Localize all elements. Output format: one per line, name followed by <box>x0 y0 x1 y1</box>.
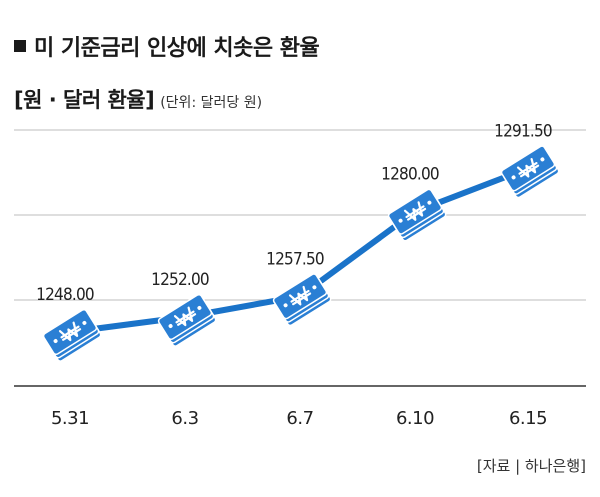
chart-subtitle: [원 · 달러 환율] <box>14 88 155 112</box>
unit-label: (단위: 달러당 원) <box>160 95 263 111</box>
data-label: 1291.50 <box>494 121 552 141</box>
x-tick-labels: 5.31 6.3 6.7 6.10 6.15 <box>51 408 548 429</box>
square-bullet-icon <box>14 40 26 52</box>
x-tick-label: 6.10 <box>396 408 434 429</box>
chart-title: 미 기준금리 인상에 치솟은 환율 <box>14 30 320 62</box>
data-label: 1280.00 <box>381 165 439 185</box>
source-note: [자료 | 하나은행] <box>476 457 586 475</box>
x-tick-label: 6.15 <box>509 408 547 429</box>
data-label-layer: 1248.00 1252.00 1257.50 1280.00 1291.50 <box>36 121 552 305</box>
data-label: 1252.00 <box>151 270 209 290</box>
data-label: 1248.00 <box>36 285 94 305</box>
won-banknote-stack-icon <box>387 188 447 242</box>
chart-subtitle-row: [원 · 달러 환율] (단위: 달러당 원) <box>14 84 262 114</box>
x-tick-label: 6.3 <box>171 408 198 429</box>
marker-layer <box>42 145 560 362</box>
won-banknote-stack-icon <box>157 293 217 347</box>
chart-title-text: 미 기준금리 인상에 치솟은 환율 <box>34 36 320 61</box>
data-label: 1257.50 <box>266 249 324 269</box>
won-banknote-stack-icon <box>272 273 332 327</box>
x-tick-label: 6.7 <box>286 408 313 429</box>
x-tick-label: 5.31 <box>51 408 89 429</box>
won-banknote-stack-icon <box>500 145 560 199</box>
won-banknote-stack-icon <box>42 308 102 362</box>
